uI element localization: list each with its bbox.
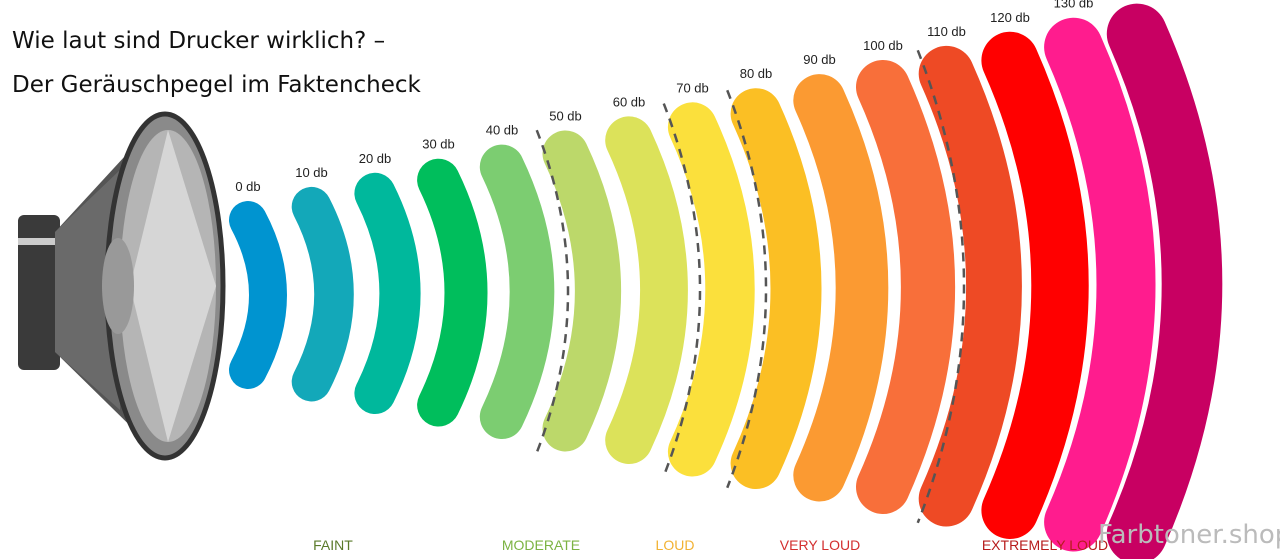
level-label: 90 db [803,52,836,67]
divider [726,89,768,489]
sound-wave [981,31,1089,539]
category-label: VERY LOUD [780,537,860,553]
category-label: MODERATE [502,537,580,553]
watermark: Farbtoner.shop [1098,520,1280,550]
sound-wave [542,130,621,452]
sound-wave [918,45,1022,527]
category-label: LOUD [656,537,695,553]
sound-wave [793,74,889,502]
title-line: Der Geräuschpegel im Faktencheck [12,72,422,98]
level-label: 60 db [613,94,646,109]
sound-wave [1044,17,1156,552]
level-label: 20 db [359,151,392,166]
sound-wave [479,144,555,439]
level-label: 40 db [486,123,519,138]
level-label: 130 db [1054,0,1094,11]
level-label: 50 db [549,109,582,124]
sound-wave [1106,3,1223,559]
divider [535,129,570,454]
divider [916,49,966,524]
sound-wave [291,186,354,402]
sound-wave [354,172,421,414]
category-label: FAINT [313,537,353,553]
sound-wave [605,116,688,464]
level-label: 100 db [863,38,903,53]
level-label: 10 db [295,165,328,180]
level-label: 110 db [927,24,966,39]
level-label: 120 db [990,10,1030,25]
level-label: 70 db [676,80,709,95]
sound-wave [229,201,287,389]
category-label: EXTREMELY LOUD [982,537,1108,553]
sound-wave [856,60,955,514]
sound-wave [730,88,822,489]
divider [662,103,702,477]
level-label: 0 db [235,179,260,194]
speaker [18,111,226,461]
level-label: 30 db [422,137,455,152]
level-label: 80 db [740,66,773,81]
sound-wave [417,158,488,427]
sound-wave [667,102,755,477]
title-line: Wie laut sind Drucker wirklich? – [12,28,385,54]
